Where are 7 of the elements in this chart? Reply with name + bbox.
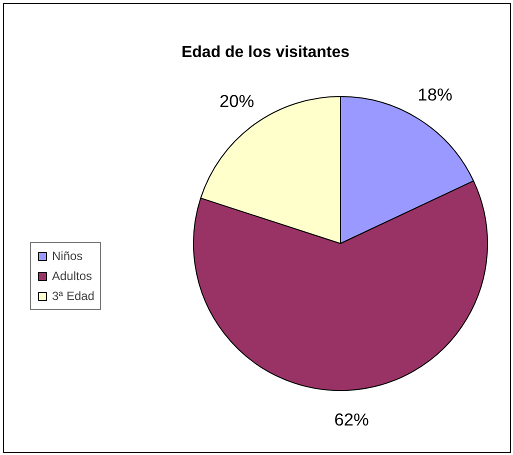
- legend-label: 3ª Edad: [52, 289, 94, 303]
- data-label: 62%: [334, 410, 369, 430]
- data-label: 18%: [418, 84, 452, 105]
- legend-label: Niños: [52, 249, 83, 263]
- data-label: 20%: [219, 90, 254, 111]
- chart-title: Edad de los visitantes: [181, 44, 350, 61]
- legend-label: Adultos: [52, 269, 92, 283]
